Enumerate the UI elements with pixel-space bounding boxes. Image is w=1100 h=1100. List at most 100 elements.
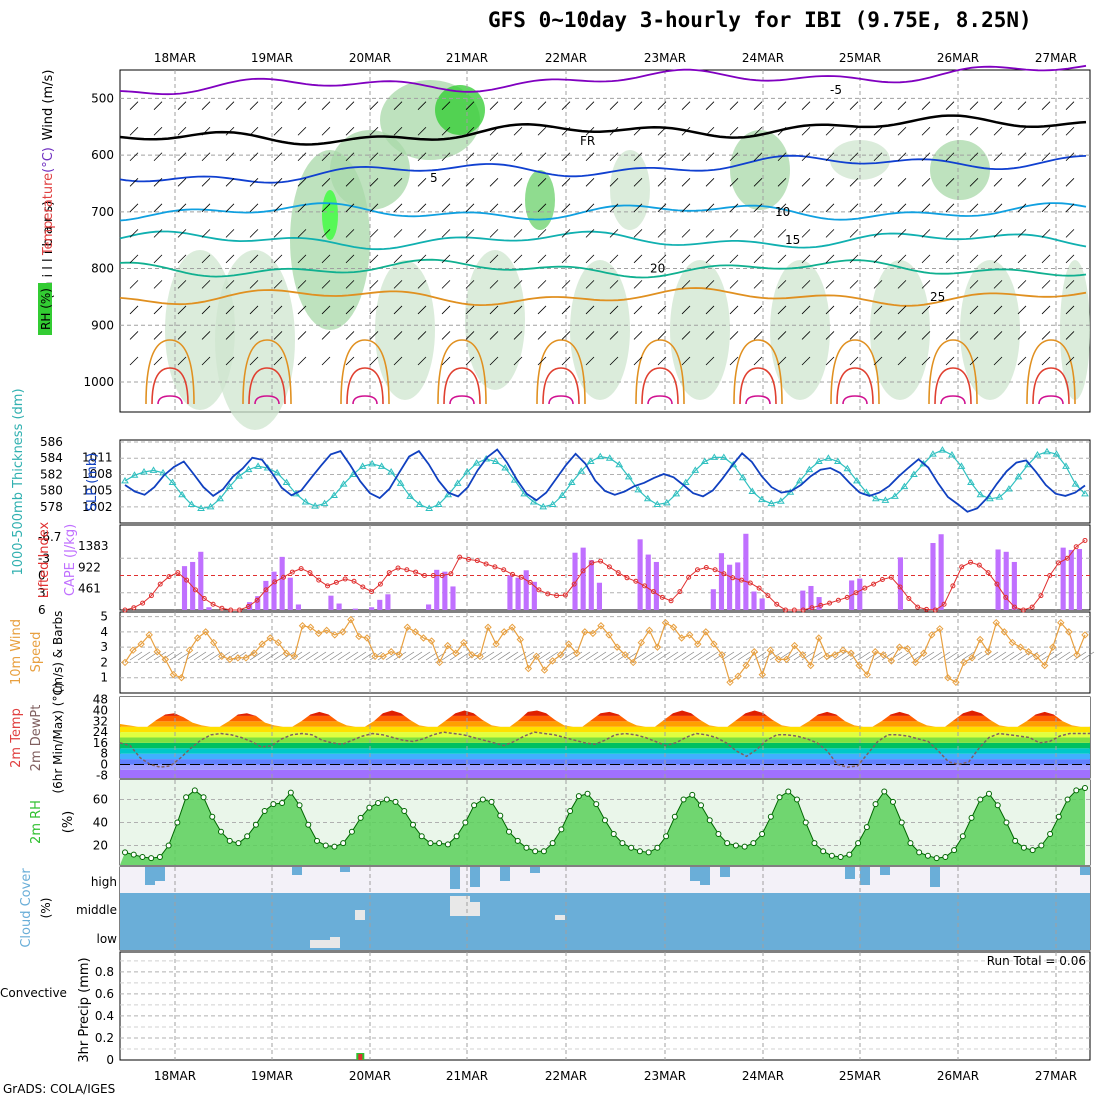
- wind-barb: [681, 356, 691, 366]
- wind-barb: [993, 229, 1003, 238]
- wind-barb: [129, 126, 139, 136]
- date-label-top: 21MAR: [446, 51, 488, 65]
- li-tick-label: 3: [38, 586, 46, 600]
- wind-barb: [585, 229, 595, 238]
- cloud-high-bar: [292, 867, 302, 875]
- wind-speed-marker: [629, 658, 637, 667]
- rh-marker: [462, 819, 469, 826]
- wind-barb: [249, 356, 259, 366]
- wind-barb: [417, 356, 427, 366]
- lifted-index-marker: [228, 607, 234, 613]
- lifted-index-marker: [395, 565, 401, 571]
- wind-speed-marker: [944, 674, 952, 682]
- rh-marker: [759, 830, 766, 837]
- thickness-marker: [843, 464, 852, 472]
- boundary-layer-contour: [842, 395, 868, 405]
- wind-speed-marker: [427, 637, 436, 645]
- wind-barb: [393, 101, 403, 110]
- rh-marker: [156, 853, 163, 860]
- date-label-top: 23MAR: [644, 51, 686, 65]
- thickness-marker: [320, 499, 329, 507]
- wind-barb: [129, 229, 139, 238]
- wind-barb-10m: [417, 651, 431, 661]
- lifted-index-marker: [818, 602, 824, 608]
- wind-barb-10m: [945, 651, 959, 661]
- lifted-index-marker: [536, 587, 542, 593]
- wind-barb: [369, 280, 379, 289]
- wind-axis-label: Wind (m/s): [41, 70, 56, 141]
- precip-convective-label: Convective: [0, 986, 67, 1000]
- boundary-layer-contour: [934, 367, 972, 405]
- rh-marker: [200, 794, 207, 801]
- wind-barb-10m: [609, 651, 623, 661]
- thickness-marker: [738, 473, 747, 481]
- wind-barb: [321, 229, 331, 238]
- lifted-index-marker: [827, 600, 833, 606]
- wind-barb: [777, 280, 787, 289]
- wind-barb: [1065, 101, 1075, 110]
- lifted-index-marker: [421, 573, 427, 579]
- wind-barb: [273, 356, 283, 366]
- wind-barb: [225, 203, 235, 213]
- wind-barb: [489, 178, 499, 187]
- rh-marker: [418, 833, 425, 840]
- wind-barb: [657, 356, 667, 366]
- wind-barb-10m: [1081, 651, 1095, 661]
- rh-marker: [776, 794, 783, 801]
- wind-barb: [609, 280, 619, 289]
- wind-speed-marker: [290, 652, 299, 661]
- rh-axis-label: RH (%): [39, 288, 53, 330]
- lifted-index-marker: [1003, 594, 1009, 600]
- wind-barb: [297, 203, 307, 213]
- wind-barb: [921, 229, 931, 238]
- wind-barb: [273, 203, 283, 213]
- wind-barb: [1065, 178, 1075, 187]
- cape-bar: [816, 597, 822, 610]
- boundary-layer-contour: [928, 339, 978, 405]
- wind-barb: [897, 126, 907, 136]
- rh-marker: [453, 833, 460, 840]
- wind-barb: [729, 203, 739, 213]
- wind-barb: [681, 178, 691, 187]
- rh-marker: [427, 840, 434, 847]
- lifted-index-marker: [465, 556, 471, 562]
- temperature-contour: [119, 64, 1087, 96]
- wind-barb: [849, 126, 859, 136]
- thickness-marker: [805, 465, 814, 473]
- wind-barb: [297, 356, 307, 366]
- cape-bar: [442, 571, 448, 610]
- wind-speed-marker: [1032, 652, 1041, 661]
- wind-barb-10m: [489, 651, 503, 661]
- wind-barb: [201, 331, 211, 340]
- thickness-marker: [1005, 485, 1013, 492]
- wind-barb: [201, 152, 211, 162]
- cape-bar: [434, 569, 440, 610]
- wind-speed-marker: [298, 622, 307, 630]
- wind-speed-marker: [556, 651, 565, 659]
- wind-barb: [489, 280, 499, 289]
- wind-barb: [609, 229, 619, 238]
- wind-barb-10m: [705, 651, 719, 661]
- wind-barb: [753, 126, 763, 136]
- wind-barb: [657, 254, 667, 264]
- wind-speed-marker: [685, 631, 694, 639]
- rh-marker: [383, 796, 390, 803]
- wind-barb-10m: [953, 651, 967, 661]
- wind-barb: [873, 229, 883, 238]
- wind-barb: [153, 126, 163, 136]
- temp-color-band: [120, 764, 1090, 770]
- cloud-units-label: (%): [39, 898, 53, 919]
- cape-bar: [531, 581, 537, 610]
- cape-bar: [596, 582, 602, 610]
- lifted-index-marker: [369, 589, 375, 595]
- wind-barb: [945, 101, 955, 110]
- lifted-index-marker: [316, 577, 322, 583]
- wind-barb: [1017, 331, 1027, 340]
- cape-bar: [743, 533, 749, 610]
- cape-bar: [352, 608, 358, 610]
- cloud-high-bar: [530, 867, 540, 873]
- lifted-index-marker: [624, 575, 630, 581]
- lifted-index-marker: [245, 604, 251, 610]
- wind-barb: [681, 305, 691, 315]
- wind-barb: [153, 203, 163, 213]
